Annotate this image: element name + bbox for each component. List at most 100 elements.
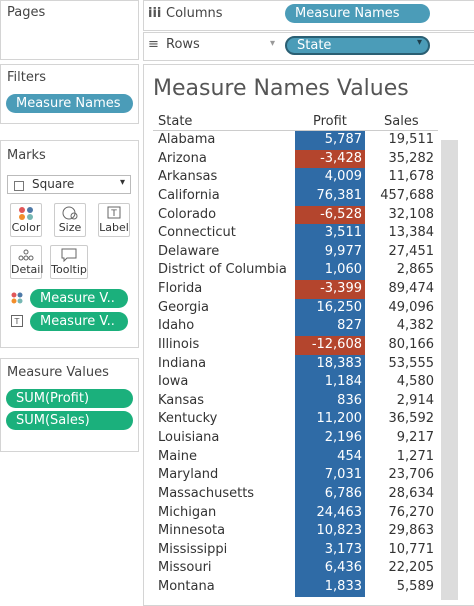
state-cell: Maine — [158, 448, 198, 464]
profit-cell — [295, 261, 365, 281]
profit-cell — [295, 447, 365, 467]
state-cell: Maryland — [158, 467, 219, 483]
profit-cell — [295, 373, 365, 393]
measure-values-title: Measure Values — [7, 365, 109, 380]
profit-value: 18,383 — [316, 355, 363, 371]
profit-cell — [295, 484, 365, 505]
button-label: Detail — [11, 263, 44, 276]
profit-value: 3,173 — [324, 541, 362, 557]
profit-value: -6,528 — [320, 206, 362, 222]
profit-cell — [295, 317, 365, 337]
mark-type: Square — [32, 177, 75, 191]
measure-pill[interactable]: SUM(Profit) — [6, 389, 133, 408]
square-icon — [14, 181, 24, 191]
tooltip-icon — [61, 248, 77, 263]
profit-value: 1,184 — [324, 374, 362, 390]
profit-value: -12,608 — [311, 336, 362, 352]
filters-title: Filters — [7, 70, 46, 85]
columns-pill[interactable]: Measure Names — [285, 4, 430, 23]
profit-cell — [295, 429, 365, 449]
sales-value: 457,688 — [380, 187, 434, 203]
dropdown-arrow: ▾ — [119, 177, 125, 188]
size-icon — [62, 206, 78, 220]
sales-value: 76,270 — [388, 504, 435, 520]
button-label: Color — [11, 221, 41, 234]
sales-value: 53,555 — [388, 355, 435, 371]
sales-value: 4,382 — [396, 318, 434, 334]
sales-value: 35,282 — [388, 150, 435, 166]
color-icon — [19, 207, 33, 220]
sales-value: 19,511 — [388, 132, 435, 147]
profit-cell — [295, 280, 365, 300]
label-icon: T — [107, 206, 121, 219]
sales-value: 10,771 — [388, 541, 435, 557]
profit-value: 76,381 — [316, 187, 363, 203]
state-cell: Florida — [158, 281, 203, 297]
color-button[interactable]: Color — [10, 203, 42, 237]
column-header: Sales — [384, 114, 419, 129]
profit-value: 1,833 — [324, 579, 362, 595]
measure-pill[interactable]: SUM(Sales) — [6, 411, 133, 430]
state-cell: Missouri — [158, 560, 212, 576]
detail-button[interactable]: Detail — [10, 245, 44, 279]
sales-value: 23,706 — [388, 467, 435, 483]
sales-value: 49,096 — [388, 299, 435, 315]
profit-value: 454 — [337, 448, 362, 464]
sales-value: 9,217 — [396, 430, 434, 446]
sales-value: 1,271 — [396, 448, 434, 464]
profit-value: -3,428 — [320, 150, 362, 166]
scrollbar[interactable] — [441, 140, 458, 600]
button-label: Label — [99, 221, 129, 234]
column-header: State — [158, 114, 193, 129]
state-cell: Louisiana — [158, 430, 220, 446]
sales-value: 2,865 — [396, 262, 434, 278]
rows-icon: ≡ — [148, 37, 159, 52]
state-cell: Kentucky — [158, 411, 218, 427]
label-button[interactable]: T Label — [98, 203, 130, 237]
text-encoding-icon: T — [11, 315, 23, 327]
state-cell: Kansas — [158, 392, 205, 408]
state-cell: Arkansas — [158, 169, 218, 185]
profit-value: -3,399 — [320, 281, 362, 297]
profit-cell — [295, 522, 365, 542]
columns-label: Columns — [166, 6, 223, 21]
marks-pill[interactable]: Measure V.. — [30, 312, 128, 331]
sales-value: 13,384 — [388, 225, 435, 241]
marks-title: Marks — [7, 148, 46, 163]
sales-value: 27,451 — [388, 243, 435, 259]
profit-value: 1,060 — [324, 262, 362, 278]
tooltip-button[interactable]: Tooltip — [50, 245, 88, 279]
column-header: Profit — [313, 114, 347, 129]
sales-value: 80,166 — [388, 336, 435, 352]
profit-cell — [295, 540, 365, 560]
profit-cell — [295, 149, 365, 169]
sales-value: 32,108 — [388, 206, 435, 222]
profit-cell — [295, 391, 365, 411]
profit-value: 5,787 — [324, 132, 362, 147]
state-cell: District of Columbia — [158, 262, 287, 278]
state-cell: Idaho — [158, 318, 195, 334]
sales-value: 4,580 — [396, 374, 434, 390]
sales-value: 89,474 — [388, 281, 435, 297]
profit-cell — [295, 410, 365, 430]
sales-value: 11,678 — [388, 169, 435, 185]
button-label: Tooltip — [51, 263, 87, 276]
svg-text:T: T — [110, 209, 117, 219]
state-cell: Massachusetts — [158, 485, 255, 501]
state-cell: Delaware — [158, 243, 220, 259]
profit-value: 7,031 — [324, 467, 362, 483]
profit-cell — [295, 466, 365, 486]
rows-pill[interactable]: State — [285, 36, 430, 55]
profit-value: 2,196 — [324, 430, 362, 446]
filter-pill[interactable]: Measure Names — [6, 94, 133, 113]
state-cell: Mississippi — [158, 541, 228, 557]
dropdown-arrow: ▾ — [417, 37, 423, 48]
profit-value: 24,463 — [316, 504, 363, 520]
columns-icon: iii — [148, 6, 162, 21]
state-cell: Montana — [158, 579, 215, 595]
state-cell: Alabama — [158, 132, 216, 147]
sales-value: 28,634 — [388, 485, 435, 501]
marks-pill[interactable]: Measure V.. — [30, 289, 128, 308]
size-button[interactable]: Size — [54, 203, 86, 237]
mark-type-dropdown[interactable]: Square ▾ — [7, 175, 131, 194]
